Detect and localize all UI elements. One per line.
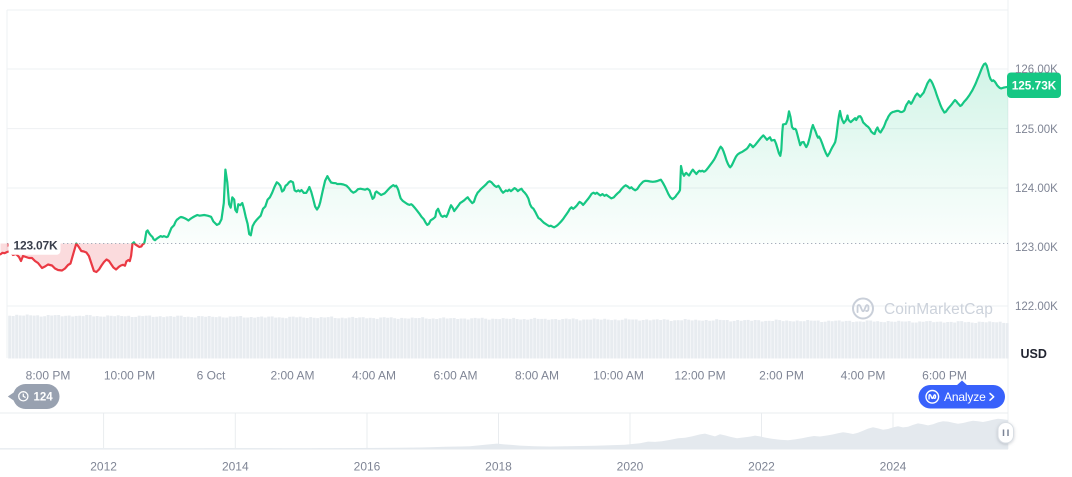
svg-text:123.00K: 123.00K — [1015, 242, 1058, 254]
svg-text:125.73K: 125.73K — [1012, 79, 1057, 93]
svg-text:122.00K: 122.00K — [1015, 301, 1058, 313]
svg-text:2020: 2020 — [617, 460, 644, 474]
svg-text:8:00 PM: 8:00 PM — [26, 369, 71, 383]
svg-text:2018: 2018 — [485, 460, 512, 474]
svg-text:2022: 2022 — [748, 460, 775, 474]
svg-text:10:00 PM: 10:00 PM — [104, 369, 155, 383]
svg-text:10:00 AM: 10:00 AM — [593, 369, 644, 383]
svg-text:4:00 AM: 4:00 AM — [352, 369, 396, 383]
svg-text:124.00K: 124.00K — [1015, 183, 1058, 195]
svg-text:126.00K: 126.00K — [1015, 64, 1058, 76]
svg-text:2014: 2014 — [222, 460, 249, 474]
svg-text:Analyze: Analyze — [944, 390, 986, 404]
svg-text:2012: 2012 — [90, 460, 117, 474]
svg-text:8:00 AM: 8:00 AM — [515, 369, 559, 383]
svg-text:2024: 2024 — [880, 460, 907, 474]
svg-text:2:00 PM: 2:00 PM — [759, 369, 804, 383]
svg-text:124: 124 — [34, 391, 54, 403]
svg-text:6 Oct: 6 Oct — [197, 369, 226, 383]
svg-text:125.00K: 125.00K — [1015, 124, 1058, 136]
svg-text:123.07K: 123.07K — [14, 238, 59, 252]
svg-text:12:00 PM: 12:00 PM — [674, 369, 725, 383]
svg-text:USD: USD — [1021, 347, 1047, 361]
svg-text:CoinMarketCap: CoinMarketCap — [884, 301, 993, 318]
svg-text:2:00 AM: 2:00 AM — [270, 369, 314, 383]
svg-text:6:00 AM: 6:00 AM — [433, 369, 477, 383]
svg-text:4:00 PM: 4:00 PM — [841, 369, 886, 383]
svg-text:2016: 2016 — [354, 460, 381, 474]
svg-text:6:00 PM: 6:00 PM — [922, 369, 967, 383]
